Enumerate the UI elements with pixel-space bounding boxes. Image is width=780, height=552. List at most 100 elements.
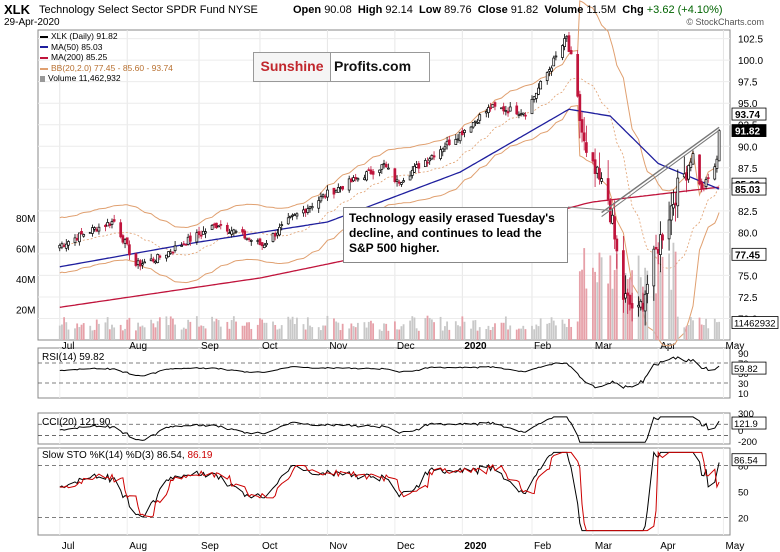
volume-bar <box>565 327 568 340</box>
candle-body <box>654 246 658 250</box>
volume-bar <box>707 328 710 340</box>
x-tick-label: Oct <box>262 341 278 352</box>
legend-price: XLK (Daily) 91.82 <box>40 31 173 42</box>
candle-body <box>323 195 327 198</box>
candle-body <box>656 248 660 254</box>
volume-bar <box>537 326 540 340</box>
volume-bar <box>478 327 481 340</box>
volume-bar <box>652 264 655 340</box>
candle-body <box>304 208 308 213</box>
brand-logo: Sunshine Profits.com <box>253 52 430 82</box>
volume-bar <box>217 320 220 340</box>
volume-bar <box>219 326 222 340</box>
candle-body <box>171 251 175 254</box>
candle-body <box>561 45 564 58</box>
volume-bar <box>356 322 359 340</box>
volume-bar <box>78 327 81 340</box>
volume-tick-label: 40M <box>16 275 35 286</box>
annotation-pointer <box>567 206 612 212</box>
candle-body <box>682 173 686 178</box>
volume-bar <box>202 325 205 340</box>
candle-body <box>515 105 519 115</box>
candle-body <box>75 238 79 241</box>
volume-bar <box>561 319 564 340</box>
cci-tag: 121.9 <box>734 419 758 430</box>
volume-bar <box>174 324 176 340</box>
candle-body <box>280 224 284 226</box>
volume-bar <box>326 315 329 340</box>
x-tick-label: Mar <box>595 541 613 552</box>
volume-bar <box>124 328 126 340</box>
candle-body <box>661 234 664 241</box>
volume-tag-label: 11462932 <box>734 319 776 330</box>
candle-body <box>138 260 142 267</box>
volume-bar <box>413 317 416 340</box>
volume-bar <box>439 316 442 340</box>
volume-bar <box>396 329 398 340</box>
price-legend: XLK (Daily) 91.82 MA(50) 85.03 MA(200) 8… <box>40 31 173 84</box>
volume-bar <box>291 316 294 340</box>
volume-bar <box>278 328 281 340</box>
candle-body <box>641 302 645 310</box>
volume-bar <box>474 320 477 340</box>
candle-body <box>204 231 207 234</box>
x-tick-label: 2020 <box>464 541 487 552</box>
candle-body <box>715 158 719 169</box>
candle-body <box>454 138 458 145</box>
candle-body <box>613 216 617 240</box>
volume-bar <box>143 327 146 340</box>
bb-upper-band <box>59 0 720 229</box>
volume-bar <box>189 321 192 340</box>
volume-bar <box>304 329 307 340</box>
volume-bar <box>400 326 403 340</box>
candle-body <box>580 119 584 133</box>
volume-bar <box>613 270 616 340</box>
volume-bar <box>583 248 586 340</box>
candle-body <box>173 245 177 251</box>
candle-body <box>445 140 449 146</box>
volume-bar <box>121 330 124 340</box>
candle-body <box>262 244 266 248</box>
volume-bar <box>317 327 320 340</box>
volume-bar <box>387 330 390 340</box>
volume-bar <box>198 326 200 340</box>
candle-body <box>504 110 508 112</box>
volume-bar <box>668 253 670 340</box>
rsi-panel <box>37 347 731 399</box>
volume-bar <box>126 319 129 340</box>
candle-body <box>256 240 260 242</box>
candle-body <box>378 169 381 173</box>
candle-body <box>384 163 388 168</box>
candle-body <box>460 130 464 135</box>
volume-bar <box>683 327 686 340</box>
volume-bar <box>228 328 231 340</box>
candle-body <box>487 107 490 113</box>
candle-body <box>423 160 427 167</box>
volume-bar <box>476 330 479 340</box>
candle-body <box>149 258 153 262</box>
candle-body <box>430 155 434 160</box>
candle-body <box>606 178 610 200</box>
candle-body <box>186 236 190 245</box>
volume-bar <box>306 317 309 340</box>
volume-bar <box>609 255 612 340</box>
chart-header: XLK Technology Select Sector SPDR Fund N… <box>0 0 780 30</box>
ma50-line <box>59 108 720 268</box>
candle-body <box>332 187 336 195</box>
volume-bar <box>713 318 716 340</box>
volume-bar <box>106 317 109 340</box>
volume-bar <box>563 323 566 340</box>
candle-body <box>637 304 640 308</box>
volume-bar <box>548 322 551 340</box>
candle-body <box>265 242 268 246</box>
volume-bar <box>463 321 466 340</box>
volume-bar <box>61 324 63 340</box>
volume-bar <box>65 322 68 340</box>
legend-ma50: MA(50) 85.03 <box>40 42 173 53</box>
volume-bar <box>578 271 581 340</box>
copyright: © StockCharts.com <box>686 17 764 27</box>
candle-body <box>356 178 360 181</box>
x-tick-label: Apr <box>660 541 676 552</box>
candle-body <box>249 240 253 242</box>
exchange: NYSE <box>227 4 258 16</box>
